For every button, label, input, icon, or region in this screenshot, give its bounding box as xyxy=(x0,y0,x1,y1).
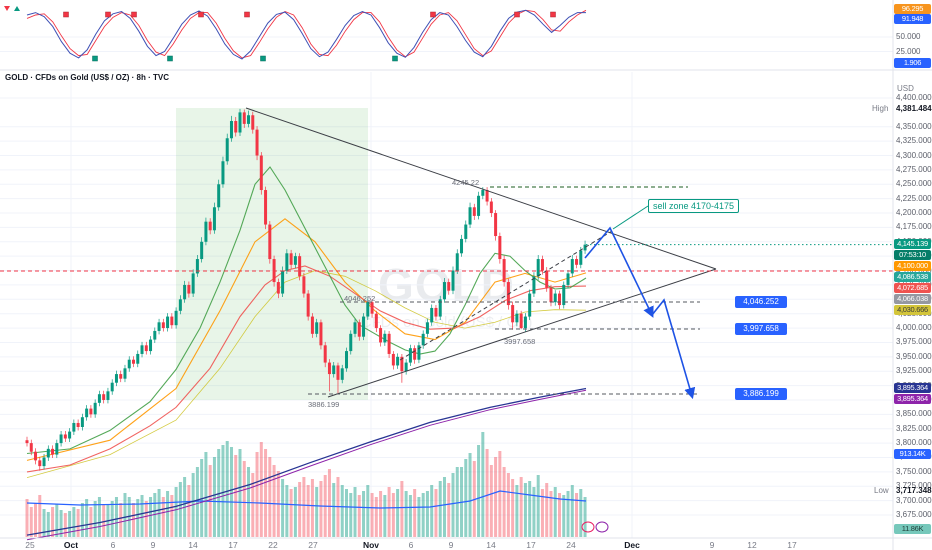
symbol-title[interactable]: GOLD · CFDs on Gold (US$ / OZ) · 8h · TV… xyxy=(5,73,169,82)
drawing-price-tag[interactable]: 3,997.658 xyxy=(735,323,787,335)
volume-series[interactable] xyxy=(25,432,587,537)
oscillator-blue-line xyxy=(26,9,586,60)
ma-line-navy xyxy=(26,387,587,536)
sell-signal-marker[interactable] xyxy=(131,11,137,18)
currency-label: USD xyxy=(897,84,914,93)
highlight-zone-box[interactable] xyxy=(176,108,368,400)
buy-signal-marker[interactable] xyxy=(92,55,98,62)
legend-buy-arrow-icon xyxy=(14,6,20,11)
sell-signal-marker[interactable] xyxy=(244,11,250,18)
sell-zone-connector xyxy=(612,205,649,230)
drawing-price-tag[interactable]: 4,046.252 xyxy=(735,296,787,308)
sell-signal-marker[interactable] xyxy=(105,11,111,18)
buy-signal-marker[interactable] xyxy=(167,55,173,62)
sell-signal-marker[interactable] xyxy=(63,11,69,18)
sell-signal-marker[interactable] xyxy=(430,11,436,18)
buy-signal-marker[interactable] xyxy=(260,55,266,62)
volume-ma-line xyxy=(26,490,587,509)
drawing-price-tag[interactable]: 3,886.199 xyxy=(735,388,787,400)
grid-lines xyxy=(0,36,893,538)
sell-signal-marker[interactable] xyxy=(550,11,556,18)
ma-line-yellow xyxy=(26,270,587,478)
sell-signal-marker[interactable] xyxy=(514,11,520,18)
candlestick-series[interactable] xyxy=(25,108,587,471)
oscillator-red-line xyxy=(26,9,587,59)
sell-signal-marker[interactable] xyxy=(198,11,204,18)
trendline-2[interactable] xyxy=(399,230,613,361)
sell-zone-annotation[interactable]: sell zone 4170-4175 xyxy=(648,199,740,213)
trendline-1[interactable] xyxy=(327,268,717,398)
drawing-handle[interactable] xyxy=(581,521,595,533)
projection-arrow-1[interactable] xyxy=(584,226,654,318)
projection-arrow-2[interactable] xyxy=(651,298,696,400)
legend-sell-arrow-icon xyxy=(4,6,10,11)
trendline-0[interactable] xyxy=(245,107,717,270)
buy-signal-marker[interactable] xyxy=(392,55,398,62)
drawing-handle[interactable] xyxy=(595,521,609,533)
ma-line-purple xyxy=(26,389,587,541)
